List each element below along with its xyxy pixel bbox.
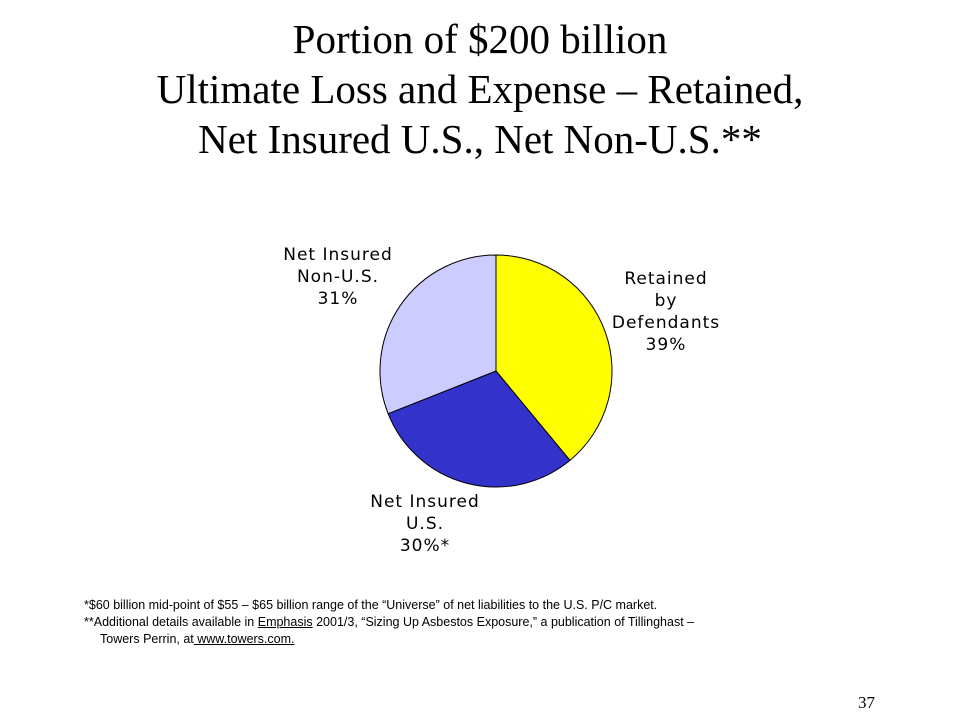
footnote-1: *$60 billion mid-point of $55 – $65 bill… [84, 598, 658, 612]
towers-link[interactable]: www.towers.com. [193, 632, 295, 646]
emphasis-reference: Emphasis [257, 615, 313, 629]
page-number: 37 [858, 693, 875, 712]
footnote-2-prefix: **Additional details available in [84, 615, 258, 629]
footnote-3: Towers Perrin, at www.towers.com. [84, 631, 904, 648]
slice-label-line: Net Insured [283, 245, 393, 265]
footnotes: *$60 billion mid-point of $55 – $65 bill… [84, 597, 904, 648]
slice-label-line: Net Insured [370, 492, 480, 512]
footnote-2: **Additional details available in Emphas… [84, 614, 904, 631]
slice-label-line: 39% [646, 335, 687, 355]
slice-label-line: Retained [624, 269, 707, 289]
slice-label-line: U.S. [406, 514, 444, 534]
footnote-3-prefix: Towers Perrin, at [100, 632, 194, 646]
footnote-2-suffix: 2001/3, “Sizing Up Asbestos Exposure,” a… [312, 615, 695, 629]
slice-retained [495, 254, 613, 462]
title-line-3: Net Insured U.S., Net Non-U.S.** [198, 116, 762, 162]
slice-net-insured-non-us [379, 254, 497, 415]
title-line-2: Ultimate Loss and Expense – Retained, [156, 66, 804, 112]
slice-label-line: 31% [318, 289, 359, 309]
slice-net-insured-non-us-label: Net Insured Non-U.S. 31% [283, 245, 393, 309]
slice-label-line: Non-U.S. [297, 267, 379, 287]
slice-label-line: 30%* [400, 536, 450, 556]
slice-label-line: by [655, 291, 678, 311]
slice-retained-label: Retained by Defendants 39% [612, 269, 720, 355]
chart-title: Portion of $200 billion Ultimate Loss an… [0, 14, 960, 164]
slice-label-line: Defendants [612, 313, 720, 333]
slice-net-insured-us [387, 370, 571, 488]
title-line-1: Portion of $200 billion [292, 16, 668, 62]
slice-net-insured-us-label: Net Insured U.S. 30%* [370, 492, 480, 556]
